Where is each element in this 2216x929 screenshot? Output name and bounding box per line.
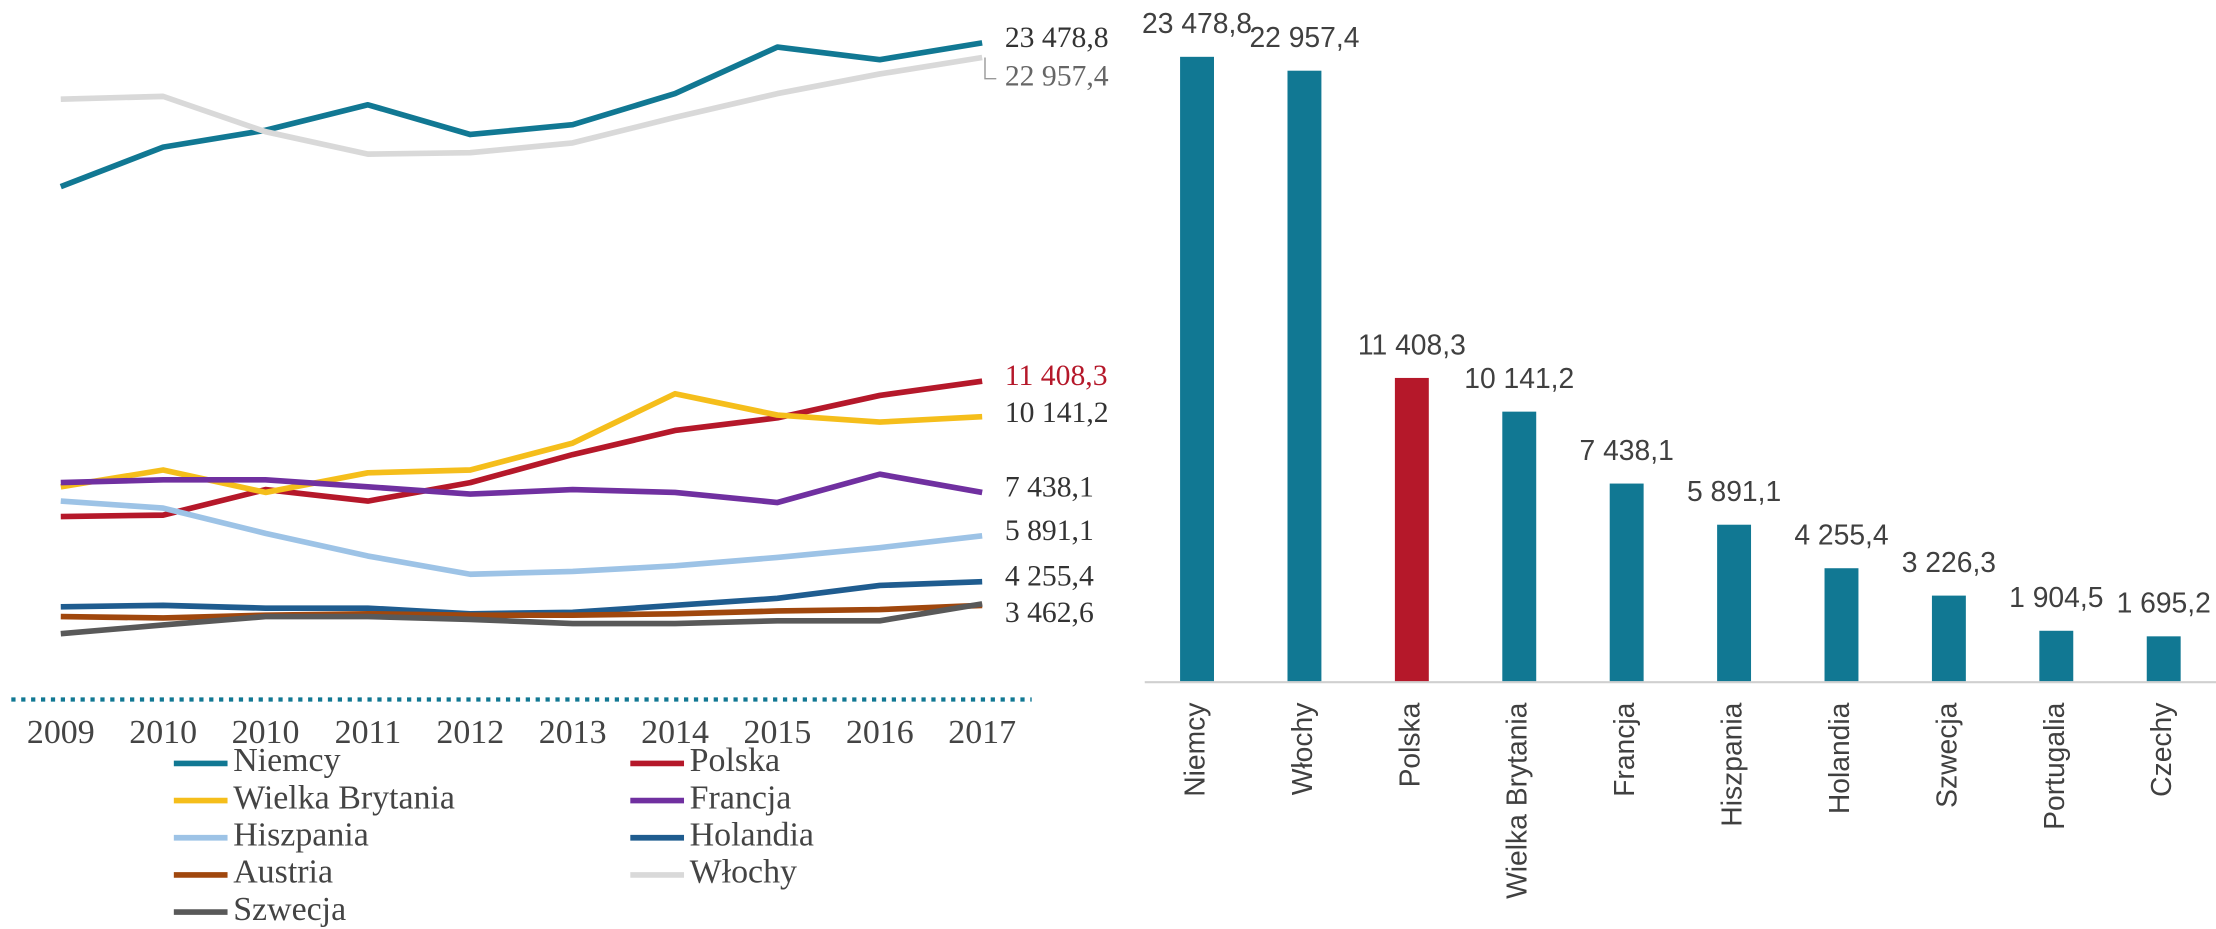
x-tick-label: Wielka Brytania bbox=[1501, 702, 1533, 899]
legend-label: Hiszpania bbox=[233, 817, 369, 854]
bar bbox=[1394, 377, 1429, 682]
data-label: 23 478,8 bbox=[1005, 22, 1109, 54]
bar-chart: 23 478,8 Niemcy 22 957,4 Włochy 11 408,3 Pols… bbox=[1142, 7, 2216, 899]
series-line bbox=[60, 378, 983, 520]
data-label: 11 408,3 bbox=[1358, 328, 1466, 360]
x-tick-label: 2009 bbox=[27, 714, 95, 751]
legend-label: Austria bbox=[233, 854, 333, 891]
data-label: 11 408,3 bbox=[1005, 360, 1108, 392]
data-label: 1 904,5 bbox=[2009, 581, 2103, 613]
x-tick-label: Polska bbox=[1393, 702, 1425, 787]
x-tick-label: Szwecja bbox=[1930, 702, 1962, 807]
series-line bbox=[60, 602, 983, 621]
data-label: 3 226,3 bbox=[1902, 546, 1996, 578]
series-line bbox=[60, 471, 983, 506]
x-tick-label: 2016 bbox=[846, 714, 914, 751]
data-label: 1 695,2 bbox=[2117, 587, 2211, 619]
bar bbox=[2146, 636, 2181, 682]
data-label: 22 957,4 bbox=[1249, 21, 1359, 53]
x-tick-label: 2010 bbox=[232, 714, 300, 751]
legend-label: Niemcy bbox=[233, 742, 340, 779]
bar bbox=[1609, 483, 1644, 682]
x-tick-label: Czechy bbox=[2145, 702, 2177, 797]
data-label: 7 438,1 bbox=[1005, 471, 1094, 503]
data-label: 7 438,1 bbox=[1580, 434, 1674, 466]
series-line bbox=[59, 40, 983, 190]
data-label: 23 478,8 bbox=[1142, 7, 1252, 39]
bar bbox=[1502, 411, 1537, 682]
data-label: 5 891,1 bbox=[1005, 515, 1094, 547]
x-tick-label: 2017 bbox=[948, 714, 1016, 751]
x-tick-label: Hiszpania bbox=[1716, 702, 1748, 826]
legend-label: Francja bbox=[690, 779, 792, 816]
series-line bbox=[60, 601, 983, 637]
data-label: 3 462,6 bbox=[1005, 597, 1094, 629]
legend-label: Włochy bbox=[690, 854, 797, 891]
legend-label: Polska bbox=[690, 742, 780, 779]
x-tick-label: 2012 bbox=[436, 714, 504, 751]
data-label: 10 141,2 bbox=[1005, 397, 1109, 429]
bar bbox=[2039, 630, 2074, 682]
series-line bbox=[60, 498, 983, 578]
x-tick-label: 2014 bbox=[641, 714, 709, 751]
bar bbox=[1717, 524, 1752, 682]
x-tick-label: 2015 bbox=[744, 714, 812, 751]
legend-label: Szwecja bbox=[233, 891, 346, 928]
data-label: 4 255,4 bbox=[1794, 519, 1888, 551]
leader-line bbox=[984, 57, 997, 80]
bar bbox=[1287, 70, 1322, 682]
x-tick-label: Włochy bbox=[1286, 702, 1318, 795]
bar bbox=[1180, 56, 1214, 682]
x-tick-label: 2011 bbox=[335, 714, 402, 751]
legend-label: Holandia bbox=[690, 817, 814, 854]
data-label: 10 141,2 bbox=[1464, 362, 1574, 394]
line-chart: 2009 2010 2010 2011 2012 2013 2014 2015 2016 2017… bbox=[11, 22, 1109, 928]
x-tick-label: Portugalia bbox=[2038, 702, 2070, 829]
bar bbox=[1824, 568, 1859, 682]
series-line bbox=[60, 54, 983, 157]
data-label: 4 255,4 bbox=[1005, 561, 1094, 593]
x-tick-label: Francja bbox=[1608, 702, 1640, 796]
x-tick-label: 2010 bbox=[129, 714, 197, 751]
bar bbox=[1931, 595, 1966, 682]
x-tick-label: Holandia bbox=[1823, 702, 1855, 814]
x-tick-label: 2013 bbox=[539, 714, 607, 751]
legend-label: Wielka Brytania bbox=[233, 779, 455, 816]
x-tick-label: Niemcy bbox=[1179, 702, 1211, 797]
data-label: 22 957,4 bbox=[1005, 61, 1109, 93]
data-label: 5 891,1 bbox=[1687, 475, 1781, 507]
